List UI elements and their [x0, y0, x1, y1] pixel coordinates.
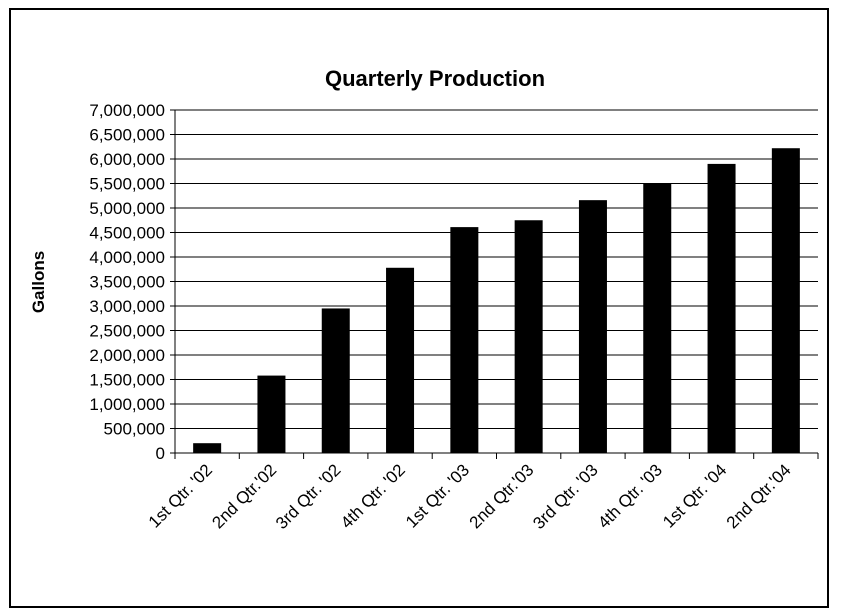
bars — [193, 148, 800, 453]
bar — [450, 227, 479, 453]
bar — [257, 375, 286, 453]
y-ticks: 0 500,000 1,000,000 1,500,000 2,000,000 2,500… — [89, 101, 175, 463]
x-tick-label: 2nd Qtr.'03 — [466, 460, 538, 532]
x-tick-label: 4th Qtr. '02 — [337, 460, 409, 532]
x-tick-label: 3rd Qtr. '03 — [529, 460, 602, 533]
bar — [321, 308, 350, 453]
y-tick-label: 3,000,000 — [89, 297, 165, 316]
x-tick-label: 1st Qtr. '02 — [145, 460, 216, 531]
y-tick-label: 6,000,000 — [89, 150, 165, 169]
bar — [707, 163, 736, 453]
x-tick-label: 1st Qtr. '03 — [402, 460, 473, 531]
y-tick-label: 0 — [156, 444, 165, 463]
x-tick-label: 4th Qtr. '03 — [594, 460, 666, 532]
bar — [771, 148, 800, 453]
y-tick-label: 4,000,000 — [89, 248, 165, 267]
y-tick-label: 1,500,000 — [89, 371, 165, 390]
y-tick-label: 5,000,000 — [89, 199, 165, 218]
y-tick-label: 6,500,000 — [89, 126, 165, 145]
bar — [578, 200, 607, 453]
y-tick-label: 5,500,000 — [89, 175, 165, 194]
bar — [386, 267, 415, 453]
y-tick-label: 1,000,000 — [89, 395, 165, 414]
y-tick-label: 2,000,000 — [89, 346, 165, 365]
y-tick-label: 3,500,000 — [89, 273, 165, 292]
bar — [643, 183, 672, 453]
bar — [514, 220, 543, 453]
y-axis-label: Gallons — [29, 251, 48, 313]
x-tick-label: 3rd Qtr. '02 — [272, 460, 345, 533]
bar — [193, 443, 222, 453]
y-tick-label: 2,500,000 — [89, 322, 165, 341]
chart-frame — [9, 8, 829, 608]
chart-title: Quarterly Production — [325, 66, 545, 91]
y-tick-label: 4,500,000 — [89, 224, 165, 243]
x-tick-label: 1st Qtr. '04 — [659, 460, 730, 531]
bar-chart: Quarterly Production Gallons 0 500,000 1,0… — [29, 66, 819, 533]
y-tick-label: 500,000 — [104, 420, 165, 439]
y-tick-label: 7,000,000 — [89, 101, 165, 120]
x-tick-label: 2nd Qtr.'02 — [208, 460, 280, 532]
x-tick-label: 2nd Qtr.'04 — [723, 460, 795, 532]
